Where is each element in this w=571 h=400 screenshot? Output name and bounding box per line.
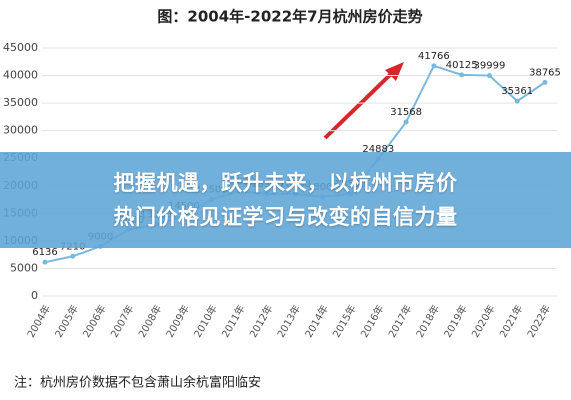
y-tick-label: 35000 xyxy=(3,96,38,109)
x-tick-label: 2019年 xyxy=(441,303,470,340)
x-tick-label: 2021年 xyxy=(496,303,525,340)
point xyxy=(486,73,492,79)
data-label: 38765 xyxy=(529,67,561,78)
x-tick-label: 2011年 xyxy=(219,303,248,340)
data-label: 35361 xyxy=(501,86,533,97)
data-label: 40125 xyxy=(446,60,478,71)
x-tick-label: 2004年 xyxy=(24,303,53,340)
banner-line: 把握机遇，跃升未来，以杭州市房价 xyxy=(113,171,458,195)
note: 注：杭州房价数据不包含萧山余杭富阳临安 xyxy=(14,375,261,391)
point xyxy=(403,119,409,125)
data-label: 41766 xyxy=(418,51,450,62)
data-label: 31568 xyxy=(390,107,422,118)
data-label: 39999 xyxy=(474,61,506,72)
point xyxy=(514,98,520,104)
arrow xyxy=(323,62,404,140)
x-tick-label: 2022年 xyxy=(524,303,553,340)
x-tick-label: 2016年 xyxy=(358,303,387,340)
y-tick-label: 5000 xyxy=(10,261,38,274)
x-tick-label: 2020年 xyxy=(469,303,498,340)
point xyxy=(542,79,548,85)
point xyxy=(42,259,48,265)
banner: 把握机遇，跃升未来，以杭州市房价 热门价格见证学习与改变的自信力量 xyxy=(0,152,571,248)
x-tick-label: 2006年 xyxy=(80,303,109,340)
x-tick-label: 2015年 xyxy=(330,303,359,340)
x-tick-label: 2010年 xyxy=(191,303,220,340)
x-tick-label: 2005年 xyxy=(52,303,81,340)
x-tick-label: 2009年 xyxy=(163,303,192,340)
x-tick-label: 2012年 xyxy=(246,303,275,340)
y-tick-label: 0 xyxy=(31,289,38,302)
x-tick-label: 2014年 xyxy=(302,303,331,340)
data-label: 6136 xyxy=(32,247,57,258)
point xyxy=(431,63,437,69)
point xyxy=(70,253,76,259)
banner-line: 热门价格见证学习与改变的自信力量 xyxy=(113,205,458,229)
x-tick-label: 2018年 xyxy=(413,303,442,340)
x-tick-label: 2013年 xyxy=(274,303,303,340)
point xyxy=(459,72,465,78)
x-tick-label: 2007年 xyxy=(108,303,137,340)
y-tick-label: 40000 xyxy=(3,69,38,82)
y-tick-label: 30000 xyxy=(3,124,38,137)
chart-title: 图：2004年-2022年7月杭州房价走势 xyxy=(157,8,422,26)
data-label: 24883 xyxy=(362,144,394,155)
y-tick-label: 45000 xyxy=(3,41,38,54)
x-tick-label: 2017年 xyxy=(385,303,414,340)
x-tick-label: 2008年 xyxy=(135,303,164,340)
